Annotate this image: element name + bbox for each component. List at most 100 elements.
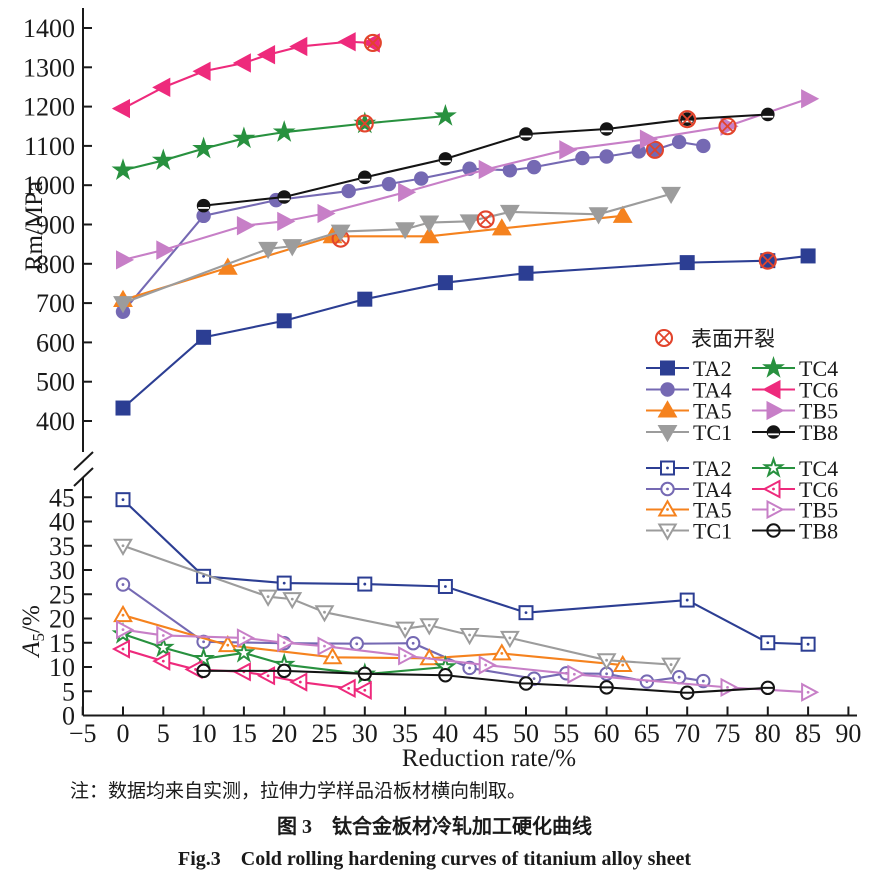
y-tick-label-top: 400 [36,407,75,436]
x-tick-label: 90 [835,719,861,748]
x-tick-label: 25 [312,719,338,748]
legend-entry-TC1-open: TC1 [646,519,732,544]
y-tick-label-bottom: 30 [49,556,75,585]
crack-marker-icon [718,117,737,136]
series-rm-TC4 [111,104,457,180]
crack-marker-icon [355,114,374,133]
legend-label: TC1 [693,420,732,445]
x-tick-label: 45 [473,719,499,748]
x-tick-label: 10 [191,719,217,748]
series-line [122,40,373,110]
y-tick-label-top: 900 [36,211,75,240]
legend-label: TC4 [799,356,838,381]
legend-entry-TA4-open: TA4 [646,477,732,502]
caption-en: Fig.3 Cold rolling hardening curves of t… [178,848,691,870]
legend-entry-TB5-solid: TB5 [752,399,838,424]
y-tick-label-top: 1200 [23,93,75,122]
series-a5-TC1 [113,538,682,675]
figure-note: 注：数据均来自实测，拉伸力学样品沿板材横向制取。 [70,781,527,802]
y-tick-label-top: 1100 [24,132,75,161]
x-tick-label: 55 [553,719,579,748]
series-a5-TA4 [115,577,711,689]
y-tick-label-bottom: 35 [49,532,75,561]
x-tick-label: −5 [69,719,97,748]
y-tick-label-top: 700 [36,289,75,318]
x-tick-label: 60 [594,719,620,748]
y-tick-label-bottom: 45 [49,483,75,512]
y-tick-label-bottom: 40 [49,508,75,537]
series-a5-TB5 [116,619,820,702]
legend-entry-TA5-solid: TA5 [646,399,732,424]
legend-entry-TB5-open: TB5 [752,498,838,523]
y-tick-label-bottom: 25 [49,580,75,609]
series-a5-TB8 [196,663,775,700]
y-tick-label-bottom: 0 [62,702,75,731]
x-tick-label: 40 [432,719,458,748]
series-line [122,214,623,301]
x-tick-label: 50 [513,719,539,748]
crack-marker-icon [758,251,777,270]
legend-entry-TB8-open: TB8 [752,519,838,544]
axis-break-icon [73,451,94,471]
series-rm-TA2 [115,248,816,416]
x-tick-label: 75 [715,719,741,748]
legend-label: TA5 [693,399,732,424]
x-tick-label: 80 [755,719,781,748]
x-tick-label: 15 [231,719,257,748]
x-tick-label: 20 [271,719,297,748]
legend-label: TA4 [693,378,732,403]
legend-crack: 表面开裂 [654,327,775,351]
y-tick-label-top: 1300 [23,53,75,82]
series-rm-TB5 [116,89,820,270]
series-line [122,97,809,261]
series-rm-TA5 [113,205,633,307]
series-line [203,669,768,694]
x-tick-label: 5 [157,719,170,748]
y-tick-label-top: 500 [36,368,75,397]
x-tick-label: 70 [674,719,700,748]
series-line [122,614,623,667]
legend-label: TB8 [799,519,838,544]
axis-break-icon [73,467,94,487]
y-tick-label-bottom: 10 [49,653,75,682]
series-rm-TB8 [196,107,775,213]
x-tick-label: 35 [392,719,418,748]
x-axis-title: Reduction rate/% [402,745,576,772]
legend-entry-TA2-solid: TA2 [646,356,732,381]
legend-bottom-open: TA2 TC4 TA4 TC6 TA5 TB5 TC1 TB8 [646,456,838,544]
legend-entry-TA4-solid: TA4 [646,378,732,403]
tick-labels: 4005006007008009001000110012001300140005… [23,14,861,748]
series-line [122,628,809,694]
legend-entry-TC4-open: TC4 [752,456,838,481]
x-tick-label: 85 [795,719,821,748]
legend-label: TB8 [799,420,838,445]
y-tick-label-top: 600 [36,328,75,357]
y-axis-title-top: Rm/MPa [21,181,48,271]
y-tick-label-top: 800 [36,250,75,279]
series-a5-TA2 [115,492,816,652]
axes [73,8,857,717]
legend-entry-TA2-open: TA2 [646,456,732,481]
x-tick-label: 0 [117,719,130,748]
legend-label: TA5 [693,498,732,523]
series-line [122,192,672,305]
legend-label: TA2 [693,356,732,381]
legend-entry-TC6-open: TC6 [752,477,838,502]
x-tick-label: 30 [352,719,378,748]
y-axis-title-bottom: A5/% [18,605,48,659]
legend-label: TC6 [799,477,838,502]
legend-label: TC1 [693,519,732,544]
series-line [122,544,672,666]
y-tick-label-top: 1400 [23,14,75,43]
legend-entry-TC6-solid: TC6 [752,378,838,403]
y-tick-label-bottom: 15 [49,629,75,658]
legend-label: TA2 [693,456,732,481]
crack-marker-icon [654,328,674,348]
caption-cn: 图 3 钛合金板材冷轧加工硬化曲线 [277,816,592,838]
series-rm-TC1 [113,186,682,314]
legend-top-solid: TA2 TC4 TA4 TC6 TA5 TB5 TC1 TB8 [646,356,838,445]
x-tick-label: 65 [634,719,660,748]
crack-marker-icon [476,210,495,229]
legend-entry-TA5-open: TA5 [646,498,732,523]
